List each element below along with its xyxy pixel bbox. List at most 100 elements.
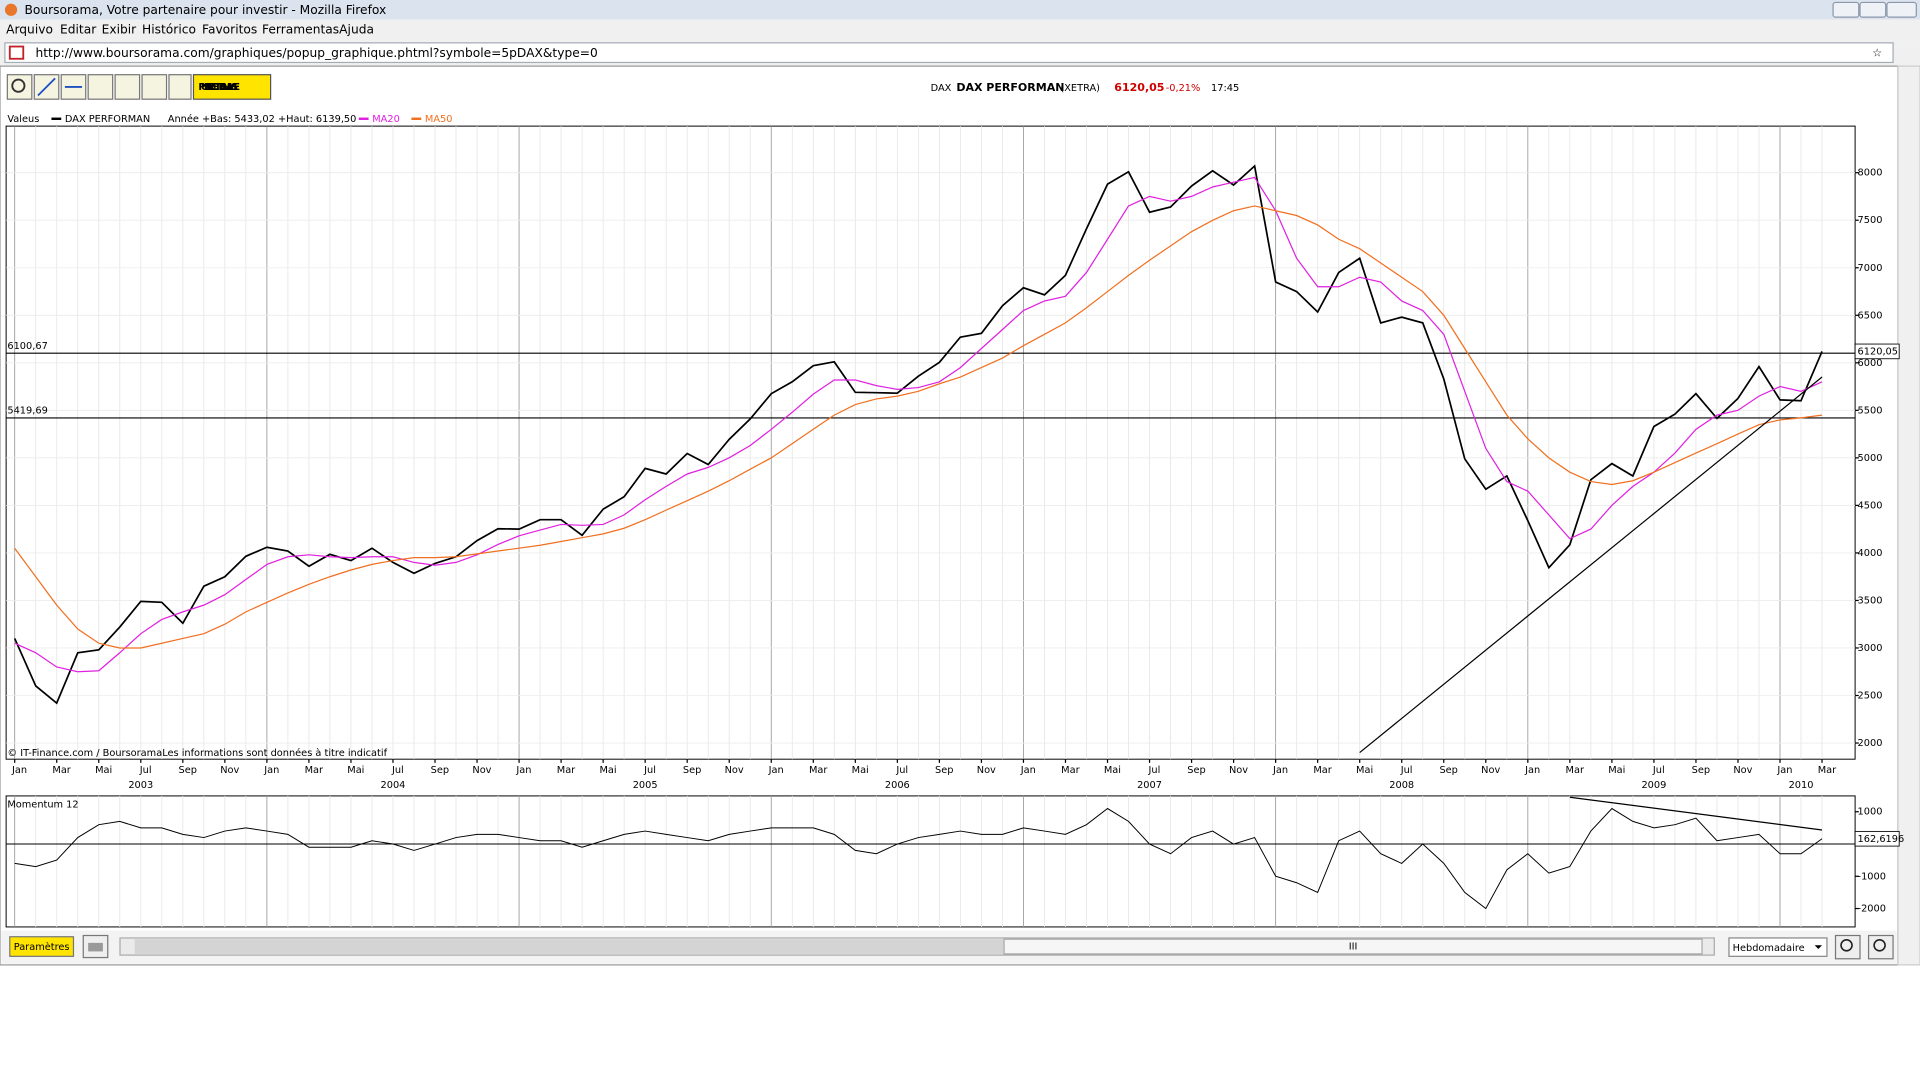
copyright: © IT-Finance.com / BoursoramaLes informa… [7,747,387,759]
last-value-box [1854,830,1900,847]
menu-item[interactable]: Histórico [142,23,196,37]
icon [88,942,103,952]
x-tick-label: Jan [1776,765,1792,776]
quote-time: 17:45 [1211,83,1239,94]
x-tick-label: Mai [347,765,364,776]
y-tick-label: 7500 [1858,215,1883,226]
x-tick-label: Jan [263,765,279,776]
menu-item[interactable]: Favoritos [202,23,257,37]
x-tick-label: Mai [1608,765,1625,776]
year-label: 2003 [128,780,153,791]
x-tick-label: Mai [1104,765,1121,776]
x-tick-label: Jan [515,765,531,776]
y-tick-label: 5000 [1858,453,1883,464]
x-tick-label: Jan [11,765,27,776]
url-text[interactable]: http://www.boursorama.com/graphiques/pop… [36,46,598,60]
x-tick-label: Mar [809,765,828,776]
trend-line [1359,376,1823,754]
url-field[interactable] [4,42,1894,64]
menu-item[interactable]: Ajuda [339,23,374,37]
x-tick-label: Sep [1692,765,1710,776]
x-tick-label: Nov [977,765,996,776]
icon [37,77,56,97]
year-label: 2008 [1389,780,1414,791]
x-tick-label: Mar [557,765,576,776]
menu-item[interactable]: Editar [60,23,97,37]
y-tick-label: 7000 [1858,263,1883,274]
year-label: 2009 [1641,780,1666,791]
quote-change: -0,21% [1166,83,1201,94]
x-tick-label: Jul [391,765,404,776]
momentum-label: Momentum 12 [7,799,78,810]
zoom-out-button[interactable] [1834,934,1861,960]
x-tick-label: Sep [1439,765,1457,776]
x-tick-label: Mar [1566,765,1585,776]
y-tick-label: 6000 [1858,358,1883,369]
menu-item[interactable]: Arquivo [6,23,53,37]
title-bar [0,0,1920,20]
y-tick-label: 4000 [1858,548,1883,559]
bookmark-star[interactable]: ☆ [1872,46,1882,59]
settings-label[interactable]: Paramètres [14,941,70,953]
publish-button[interactable] [192,74,272,100]
x-tick-label: Jan [1020,765,1036,776]
scroll-thumb[interactable] [1003,938,1703,955]
maximize-button[interactable] [1859,1,1887,18]
reference-label: 5419,69 [7,406,47,417]
x-tick-label: Sep [935,765,953,776]
last-value-label: 162,6196 [1858,834,1905,845]
quote-name: DAX PERFORMAN [956,81,1064,94]
menu-item[interactable]: Ferramentas [262,23,339,37]
publish-label[interactable]: PUBLIEZ CETTE ANALYSE [198,82,240,93]
x-tick-label: Jul [139,765,152,776]
select-arrow [1814,945,1823,949]
fan-tool[interactable] [141,74,168,100]
menu-item[interactable]: Exibir [102,23,138,37]
x-tick-label: Jan [1272,765,1288,776]
x-tick-label: Jan [768,765,784,776]
x-tick-label: Mai [1356,765,1373,776]
momentum-panel [5,795,1856,928]
vertical-scrollbar[interactable] [1897,65,1920,966]
x-tick-label: Nov [1229,765,1248,776]
icon [1840,939,1853,952]
site-icon [8,45,25,60]
delete-tool[interactable] [168,74,192,100]
y-tick-label: 3500 [1858,595,1883,606]
year-label: 2007 [1137,780,1162,791]
quote-price: 6120,05 [1114,81,1164,94]
x-tick-label: Mar [1061,765,1080,776]
series-line [14,807,1823,910]
y2-tick-label: -2000 [1858,904,1886,915]
zoom-tool[interactable] [6,74,33,100]
x-tick-label: Jul [1652,765,1665,776]
close-button[interactable] [1886,1,1917,18]
price-panel [5,125,1856,760]
series-line [14,205,1823,649]
x-tick-label: Sep [178,765,196,776]
period-select[interactable] [1728,937,1828,957]
fibo-tool[interactable] [114,74,141,100]
menu-bar [0,19,1920,41]
settings-button[interactable] [9,936,75,957]
period-label[interactable]: Hebdomadaire [1733,943,1805,954]
x-tick-label: Sep [1187,765,1205,776]
x-tick-label: Nov [725,765,744,776]
y-tick-label: 3000 [1858,643,1883,654]
chart-toolbar: PUBLIEZ CETTE ANALYSE [6,74,272,100]
x-tick-label: Sep [431,765,449,776]
minimize-button[interactable] [1832,1,1860,18]
year-label: 2004 [381,780,406,791]
channel-tool[interactable] [87,74,114,100]
plot: 6100,67 5419,69 6120,05 162,6196 [6,164,1905,910]
legend-entry: DAX PERFORMAN [65,114,150,125]
trend-line [1569,796,1823,831]
y-tick-label: 8000 [1858,168,1883,179]
x-tick-label: Nov [220,765,239,776]
zoom-in-button[interactable] [1867,934,1894,960]
series-line [14,176,1823,673]
year-label: 2010 [1789,780,1814,791]
app-icon [4,3,18,16]
